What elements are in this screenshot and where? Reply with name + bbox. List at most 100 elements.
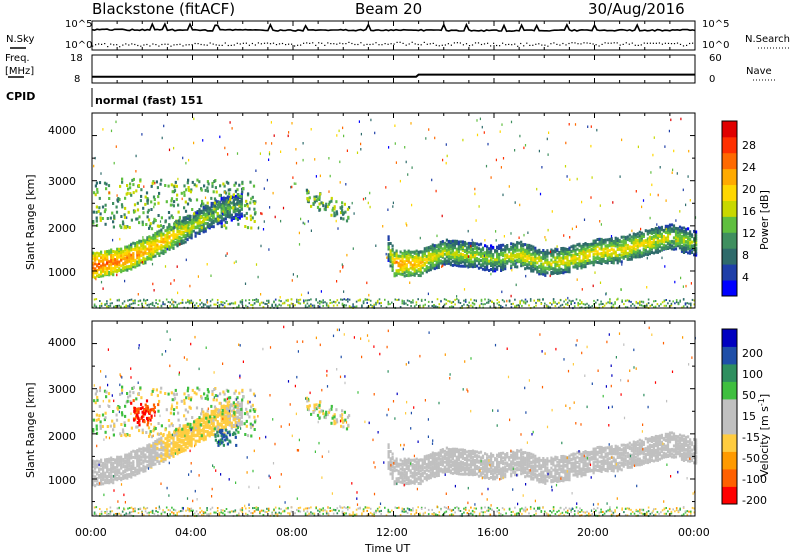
- power-cell: [399, 268, 402, 272]
- power-cell: [450, 305, 453, 308]
- power-cell: [241, 187, 243, 191]
- velocity-cell: [198, 435, 201, 439]
- power-cell: [238, 304, 240, 307]
- power-cell: [665, 228, 667, 231]
- power-cell: [190, 234, 193, 238]
- power-cell: [473, 256, 477, 260]
- power-cell: [178, 221, 181, 225]
- power-cell: [391, 253, 394, 257]
- power-cell: [461, 260, 464, 264]
- power-cell: [100, 274, 103, 278]
- nsearch-point: [420, 44, 422, 46]
- power-cell: [606, 252, 609, 256]
- power-cell: [324, 301, 326, 304]
- power-cell: [102, 254, 105, 257]
- power-cell: [128, 226, 131, 229]
- power-cell: [433, 267, 436, 271]
- power-cell: [519, 300, 521, 303]
- power-cell: [152, 252, 155, 256]
- power-cell: [453, 261, 456, 265]
- nsearch-point: [185, 44, 187, 46]
- power-cell: [691, 246, 694, 250]
- power-cell: [114, 269, 117, 273]
- power-cell: [484, 268, 487, 272]
- power-cell: [395, 249, 398, 253]
- power-cell: [386, 256, 388, 259]
- power-cell: [524, 243, 527, 247]
- power-cell: [556, 268, 559, 272]
- power-cell: [134, 260, 137, 264]
- power-cell: [148, 248, 151, 252]
- power-cell: [335, 210, 338, 214]
- power-cell: [438, 303, 441, 306]
- power-cell: [198, 232, 201, 235]
- power-cell: [453, 242, 456, 245]
- power-cell: [172, 301, 174, 304]
- power-cell: [628, 249, 631, 253]
- power-cell: [112, 238, 114, 242]
- power-cell: [546, 258, 549, 262]
- power-cell: [695, 235, 698, 239]
- power-cell: [590, 125, 592, 128]
- power-cell: [98, 181, 102, 185]
- power-cell: [449, 261, 452, 265]
- power-cell: [435, 260, 438, 264]
- velocity-cell: [204, 429, 207, 433]
- nsearch-point: [236, 42, 238, 44]
- velocity-cell: [92, 465, 95, 469]
- power-plot-area: [92, 113, 695, 308]
- power-cell: [162, 237, 165, 241]
- power-cell: [245, 216, 248, 220]
- power-cell: [588, 243, 591, 247]
- power-cell: [184, 209, 188, 213]
- power-cell: [198, 227, 201, 231]
- power-cell: [576, 266, 579, 270]
- power-cell: [175, 224, 178, 228]
- freq-line: [92, 73, 695, 78]
- power-cell: [534, 261, 537, 265]
- power-cell: [572, 256, 575, 260]
- power-cell: [632, 234, 635, 238]
- power-cell: [480, 299, 483, 302]
- power-cell: [652, 245, 655, 249]
- power-cell: [520, 256, 523, 260]
- velocity-cell: [190, 444, 193, 448]
- power-cell: [364, 197, 367, 200]
- power-cell: [534, 254, 537, 258]
- power-cell: [680, 236, 684, 240]
- power-cell: [238, 305, 240, 308]
- power-cell: [132, 255, 135, 259]
- power-cell: [185, 188, 188, 192]
- power-cell: [520, 264, 523, 268]
- power-cell: [186, 229, 189, 233]
- power-cell: [215, 303, 217, 306]
- velocity-cell: [190, 440, 193, 444]
- power-cell: [395, 251, 398, 255]
- velocity-cell: [180, 433, 183, 437]
- power-cell: [560, 249, 563, 253]
- power-cell: [425, 246, 428, 250]
- power-cell: [99, 304, 101, 307]
- nsearch-point: [574, 42, 576, 44]
- power-cell: [186, 238, 189, 242]
- velocity-cell: [194, 422, 197, 426]
- velocity-cell: [110, 480, 113, 484]
- power-cell: [510, 246, 513, 249]
- power-cell: [144, 248, 147, 252]
- power-cell: [207, 182, 210, 186]
- velocity-cell: [92, 469, 95, 473]
- power-cell: [222, 301, 224, 304]
- power-cell: [166, 244, 169, 248]
- power-cell: [608, 253, 611, 257]
- power-cell: [193, 212, 196, 216]
- power-cell: [395, 256, 398, 260]
- power-cell: [676, 242, 680, 246]
- power-cell: [228, 211, 231, 215]
- power-cell: [395, 271, 398, 275]
- velocity-cell: [194, 439, 197, 443]
- power-cell: [498, 255, 501, 259]
- power-cell: [140, 247, 143, 251]
- power-cell: [138, 246, 141, 250]
- power-cell: [630, 255, 633, 259]
- power-cell: [92, 251, 95, 255]
